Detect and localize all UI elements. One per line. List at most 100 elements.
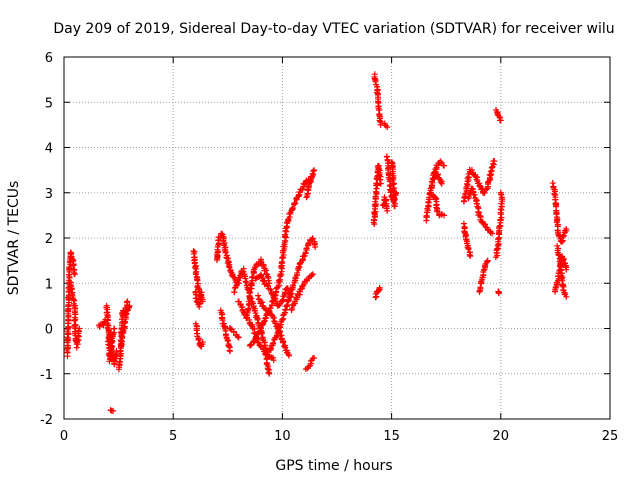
data-point — [270, 340, 277, 346]
data-point — [496, 113, 503, 120]
x-tick-label: 15 — [383, 429, 400, 444]
x-tick-label: 0 — [60, 429, 68, 444]
data-point — [253, 334, 260, 341]
data-point — [258, 325, 265, 332]
data-point — [66, 264, 73, 271]
data-point — [256, 328, 263, 335]
data-point — [254, 316, 261, 323]
data-point — [391, 197, 398, 204]
data-points — [63, 71, 570, 414]
data-point — [480, 220, 487, 227]
data-point — [308, 271, 315, 278]
data-point — [303, 194, 310, 201]
data-point — [467, 253, 474, 260]
data-point — [563, 225, 570, 232]
data-point — [465, 246, 472, 253]
data-point — [374, 181, 381, 188]
data-point — [491, 158, 498, 165]
data-point — [497, 189, 504, 196]
data-point — [560, 232, 567, 239]
data-point — [71, 271, 78, 278]
data-point — [111, 325, 118, 332]
data-point — [563, 266, 570, 273]
data-point — [310, 168, 317, 175]
data-point — [264, 282, 271, 289]
data-point — [282, 307, 289, 314]
y-tick-label: 5 — [45, 96, 53, 111]
data-point — [225, 263, 232, 270]
data-point — [245, 305, 252, 312]
y-tick-label: -1 — [40, 368, 53, 383]
data-point — [311, 354, 318, 361]
data-point — [391, 203, 398, 210]
data-point — [192, 295, 199, 302]
data-point — [292, 200, 299, 207]
data-point — [441, 212, 448, 219]
data-point — [234, 333, 241, 340]
data-point — [308, 173, 315, 180]
data-point — [218, 230, 225, 237]
data-point — [377, 180, 384, 187]
y-tick-label: 2 — [45, 232, 53, 247]
data-point — [249, 273, 256, 280]
data-point — [230, 329, 237, 336]
data-point — [222, 249, 229, 256]
y-axis-label: SDTVAR / TECUs — [6, 181, 22, 296]
data-point — [433, 204, 440, 211]
y-tick-label: 6 — [45, 51, 53, 66]
chart-title: Day 209 of 2019, Sidereal Day-to-day VTE… — [53, 21, 614, 37]
data-point — [118, 333, 125, 340]
data-point — [274, 329, 281, 336]
data-point — [124, 298, 131, 305]
data-point — [72, 316, 79, 323]
data-point — [226, 264, 233, 271]
x-tick-label: 10 — [274, 429, 291, 444]
data-point — [261, 318, 268, 325]
ticks: 0 5 10 15 20 25 -2 -1 0 1 2 3 4 5 6 — [40, 51, 618, 444]
data-point — [118, 338, 125, 345]
x-tick-label: 5 — [169, 429, 177, 444]
data-point — [487, 168, 494, 175]
data-point — [198, 289, 205, 296]
data-point — [123, 307, 130, 314]
data-point — [441, 162, 448, 169]
data-point — [372, 78, 379, 85]
data-point — [481, 189, 488, 196]
data-point — [230, 273, 237, 280]
data-point — [438, 180, 445, 187]
data-point — [497, 117, 504, 124]
data-point — [246, 342, 253, 349]
data-point — [110, 407, 117, 414]
data-point — [311, 167, 318, 174]
plot-frame — [63, 56, 611, 420]
data-point — [199, 339, 206, 346]
data-point — [484, 257, 491, 264]
data-point — [289, 204, 296, 211]
x-tick-label: 20 — [493, 429, 510, 444]
data-point — [234, 278, 241, 285]
data-point — [194, 277, 201, 284]
data-point — [477, 284, 484, 291]
y-tick-label: 4 — [45, 142, 53, 157]
data-point — [195, 337, 202, 344]
data-point — [192, 264, 199, 271]
data-point — [556, 252, 563, 259]
data-point — [233, 282, 240, 289]
data-point — [279, 316, 286, 323]
data-point — [253, 314, 260, 321]
y-tick-label: 0 — [45, 323, 53, 338]
data-point — [226, 348, 233, 355]
data-point — [116, 358, 123, 365]
data-point — [495, 288, 502, 295]
data-point — [293, 295, 300, 302]
data-point — [267, 286, 274, 293]
data-point — [489, 230, 496, 237]
data-point — [76, 325, 83, 332]
data-point — [371, 209, 378, 216]
y-tick-label: 1 — [45, 277, 53, 292]
data-point — [471, 191, 478, 198]
data-point — [383, 153, 390, 160]
data-point — [495, 289, 502, 296]
data-point — [289, 305, 296, 312]
